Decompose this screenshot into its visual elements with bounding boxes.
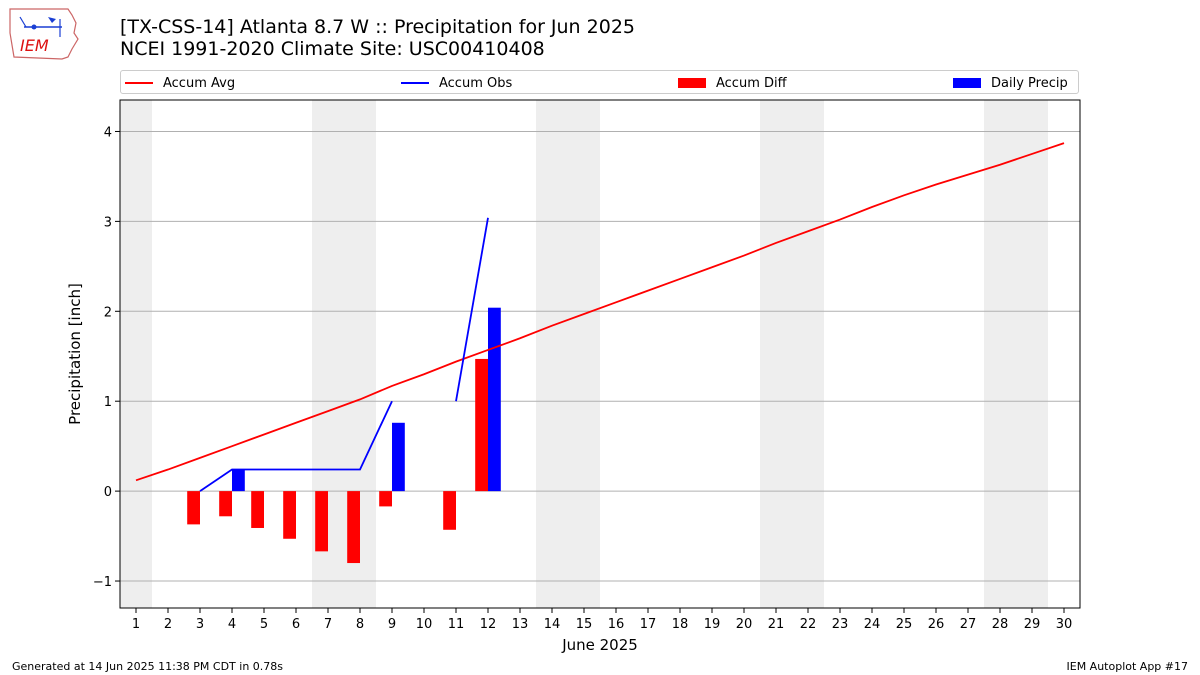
y-tick-label: 0 — [104, 485, 112, 500]
y-tick-label: 4 — [104, 125, 112, 140]
x-tick-label: 9 — [388, 617, 396, 632]
weekend-shade — [120, 100, 152, 608]
chart-subtitle: NCEI 1991-2020 Climate Site: USC00410408 — [120, 38, 545, 60]
x-tick-label: 15 — [576, 617, 593, 632]
chart-legend: Accum Avg Accum Obs Accum Diff Daily Pre… — [120, 70, 1079, 94]
daily-precip-bar — [232, 469, 245, 492]
accum-diff-bar — [219, 491, 232, 517]
x-tick-label: 17 — [640, 617, 657, 632]
accum-diff-bar — [315, 491, 328, 552]
x-tick-label: 21 — [768, 617, 785, 632]
y-tick-label: 2 — [104, 305, 112, 320]
x-tick-label: 23 — [832, 617, 849, 632]
accum-avg-line — [135, 142, 1065, 482]
x-tick-label: 26 — [928, 617, 945, 632]
weekend-shade — [984, 100, 1048, 608]
x-tick-label: 25 — [896, 617, 913, 632]
x-tick-label: 19 — [704, 617, 721, 632]
logo-text: IEM — [20, 36, 49, 55]
x-tick-label: 22 — [800, 617, 817, 632]
x-axis-label: June 2025 — [561, 636, 638, 654]
weekend-shade — [760, 100, 824, 608]
daily-precip-bar — [488, 307, 501, 492]
accum-obs-line — [455, 217, 489, 402]
x-tick-label: 29 — [1024, 617, 1041, 632]
accum-obs-line — [199, 400, 393, 492]
weekend-shade — [536, 100, 600, 608]
accum-diff-bar — [283, 491, 296, 539]
legend-swatch-accum-obs — [401, 82, 429, 84]
legend-swatch-daily-precip — [953, 78, 981, 88]
chart-title-block: [TX-CSS-14] Atlanta 8.7 W :: Precipitati… — [120, 16, 635, 60]
legend-item-accum-diff: Accum Diff — [678, 74, 787, 92]
daily-precip-bar — [392, 422, 405, 492]
x-tick-label: 18 — [672, 617, 689, 632]
x-tick-label: 6 — [292, 617, 300, 632]
x-tick-label: 1 — [132, 617, 140, 632]
x-tick-label: 4 — [228, 617, 236, 632]
y-tick-label: 3 — [104, 215, 112, 230]
y-tick-label: −1 — [93, 575, 112, 590]
x-tick-label: 8 — [356, 617, 364, 632]
x-tick-label: 20 — [736, 617, 753, 632]
y-axis-label: Precipitation [inch] — [66, 283, 84, 425]
y-tick-label: 1 — [104, 395, 112, 410]
x-tick-label: 3 — [196, 617, 204, 632]
accum-diff-bar — [379, 491, 392, 507]
legend-item-daily-precip: Daily Precip — [953, 74, 1068, 92]
x-tick-label: 16 — [608, 617, 625, 632]
x-tick-label: 5 — [260, 617, 268, 632]
x-tick-label: 30 — [1056, 617, 1073, 632]
x-tick-label: 11 — [448, 617, 465, 632]
accum-diff-bar — [347, 491, 360, 564]
legend-swatch-accum-avg — [125, 82, 153, 84]
x-tick-label: 27 — [960, 617, 977, 632]
legend-swatch-accum-diff — [678, 78, 706, 88]
accum-diff-bar — [251, 491, 264, 528]
app-footer: IEM Autoplot App #17 — [1066, 660, 1189, 673]
accum-diff-bar — [475, 358, 488, 492]
accum-diff-bar — [443, 491, 456, 530]
x-tick-label: 12 — [480, 617, 497, 632]
x-tick-label: 7 — [324, 617, 332, 632]
legend-label-daily-precip: Daily Precip — [991, 75, 1068, 91]
legend-label-accum-avg: Accum Avg — [163, 75, 236, 91]
legend-label-accum-obs: Accum Obs — [439, 75, 513, 91]
legend-item-accum-obs: Accum Obs — [401, 74, 512, 92]
legend-label-accum-diff: Accum Diff — [716, 75, 787, 91]
accum-diff-bar — [187, 491, 200, 525]
x-tick-label: 14 — [544, 617, 561, 632]
iem-logo: IEM — [9, 8, 79, 60]
iowa-outline-icon — [9, 8, 79, 60]
generated-footer: Generated at 14 Jun 2025 11:38 PM CDT in… — [12, 660, 284, 673]
plot-frame — [119, 99, 1081, 609]
x-tick-label: 24 — [864, 617, 881, 632]
x-tick-label: 2 — [164, 617, 172, 632]
x-tick-label: 28 — [992, 617, 1009, 632]
x-tick-label: 10 — [416, 617, 433, 632]
legend-item-accum-avg: Accum Avg — [125, 74, 235, 92]
x-tick-label: 13 — [512, 617, 529, 632]
chart-title: [TX-CSS-14] Atlanta 8.7 W :: Precipitati… — [120, 16, 635, 38]
